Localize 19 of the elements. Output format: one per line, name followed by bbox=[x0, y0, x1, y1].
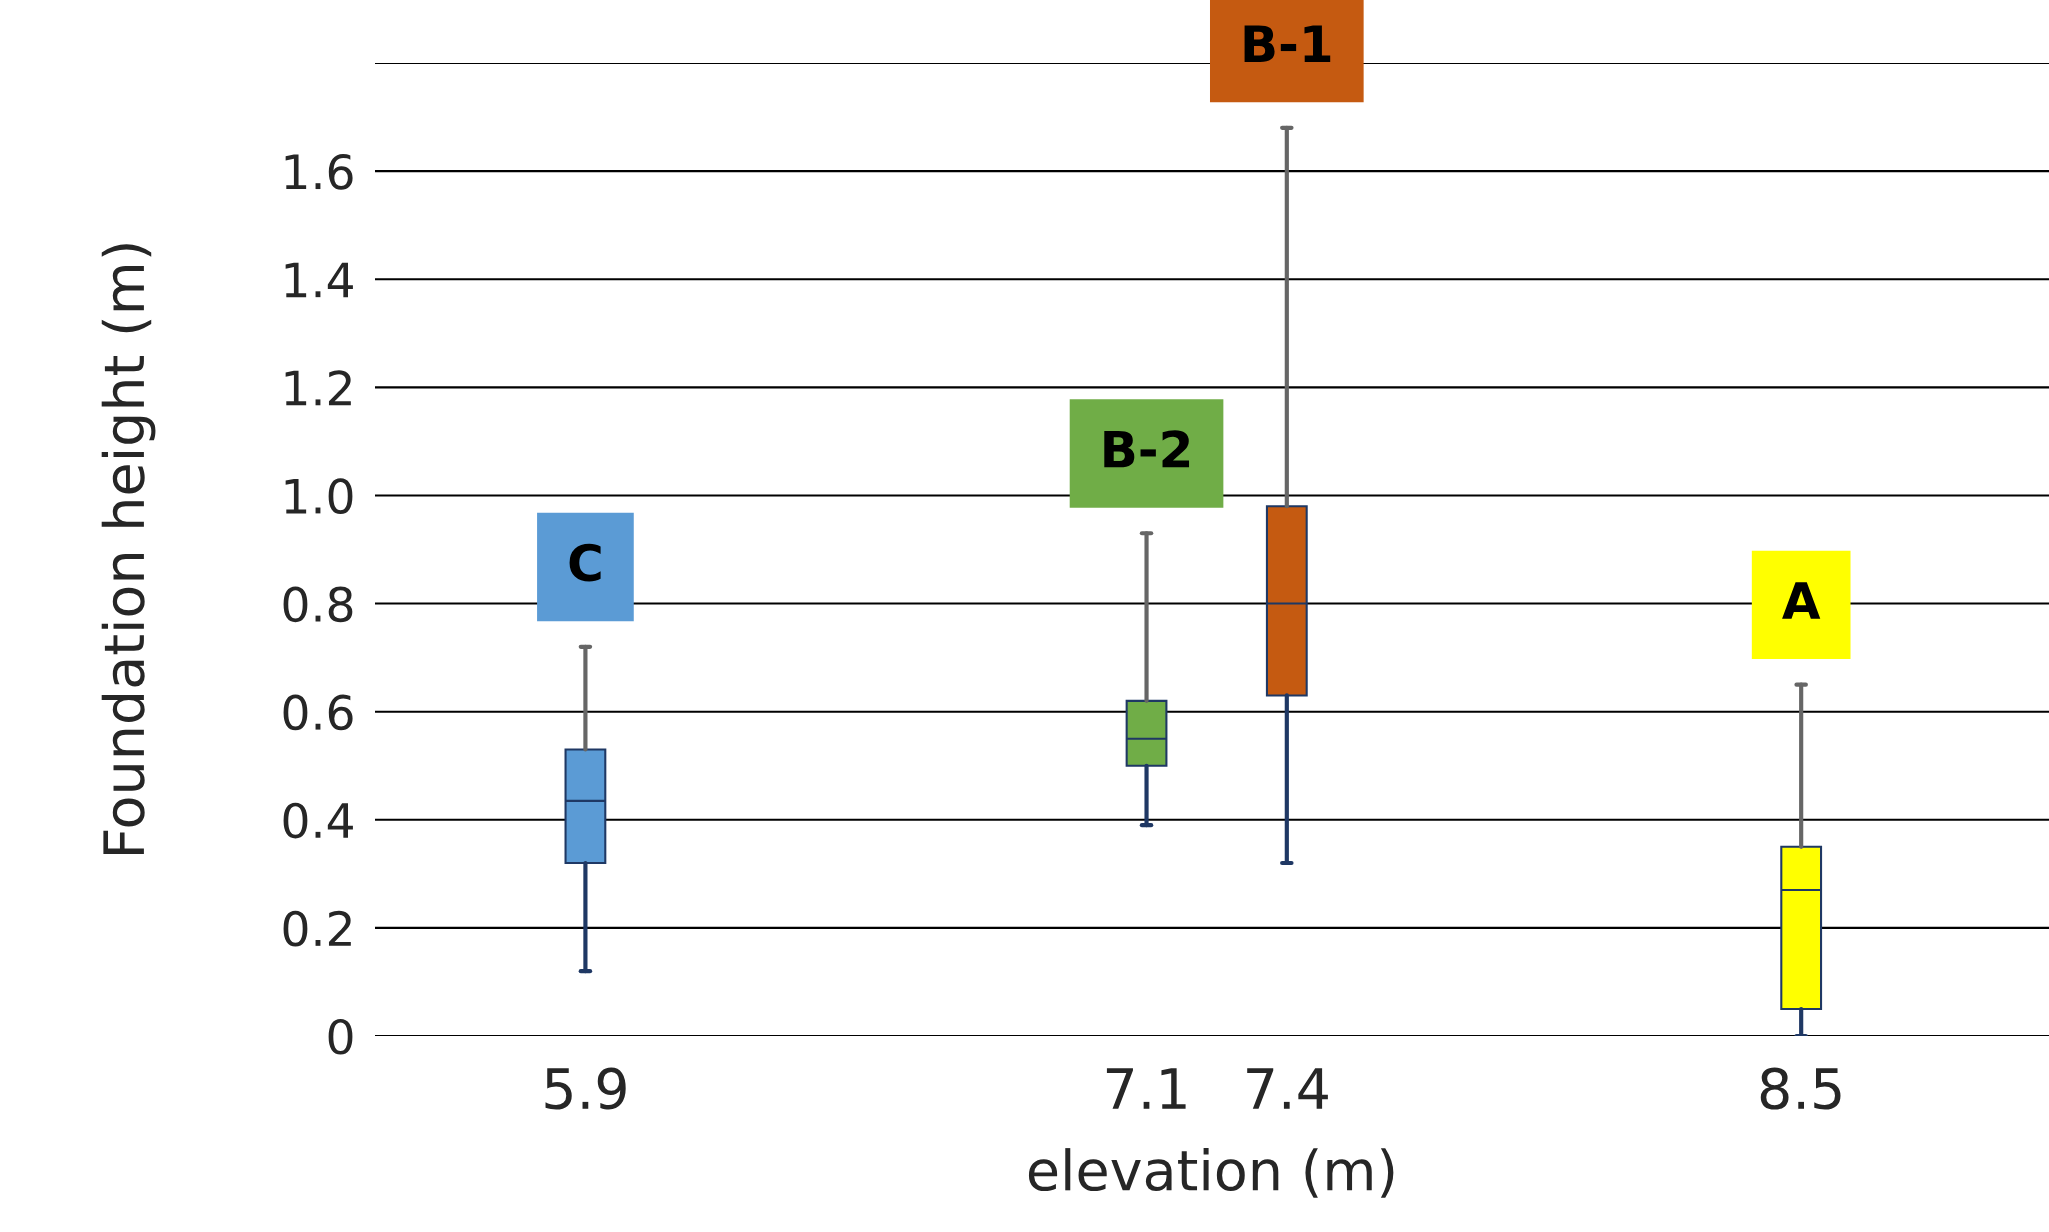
annotation: B-2 bbox=[1104, 430, 1190, 468]
x-tick-label: 7.1 bbox=[1106, 1068, 1186, 1109]
x-tick-label: 7.4 bbox=[1247, 1068, 1328, 1109]
x-axis-title: elevation (m) bbox=[1028, 1148, 1394, 1198]
y-tick-label: 1.6 bbox=[285, 154, 353, 190]
y-tick-label: 1.0 bbox=[285, 478, 353, 515]
y-tick-label: 1.4 bbox=[285, 262, 353, 298]
annotation: C bbox=[569, 543, 601, 582]
text: B-1 bbox=[1244, 25, 1331, 62]
y-axis-title: Foundation height (m) bbox=[101, 244, 156, 855]
x-tick-label: 8.5 bbox=[1760, 1067, 1841, 1110]
y-tick-label: 0.6 bbox=[283, 694, 353, 731]
y-tick-label: 0.8 bbox=[283, 586, 353, 623]
y-tick-label: 0.4 bbox=[283, 802, 353, 839]
y-tick-label: 0 bbox=[328, 1018, 353, 1055]
x-tick-label: 5.9 bbox=[545, 1067, 626, 1110]
y-tick-label: 0.2 bbox=[283, 910, 351, 947]
y-tick-label: 1.2 bbox=[285, 370, 351, 406]
annotation: A bbox=[1782, 582, 1821, 619]
